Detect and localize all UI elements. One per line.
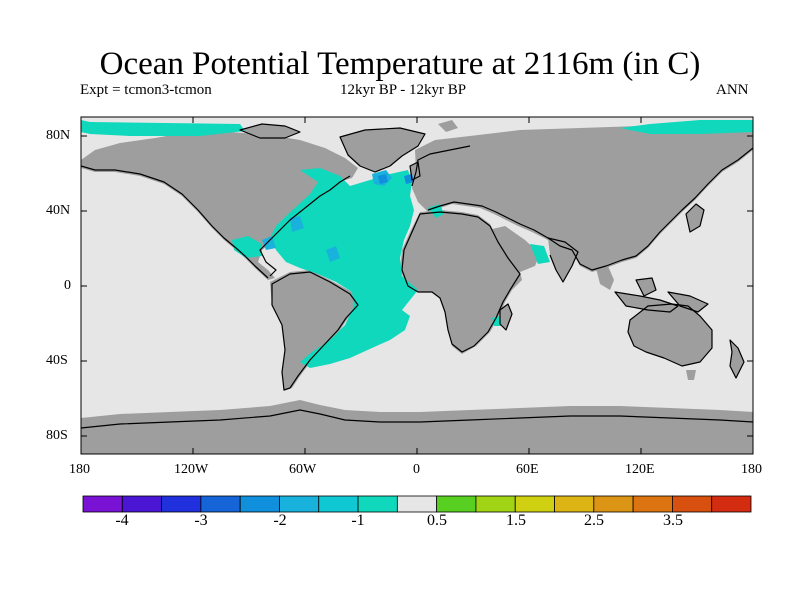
coastline-north-america [81,165,269,279]
colorbar-cell [632,495,673,513]
coastline-india [547,237,579,283]
gulf-patch [262,236,276,250]
land-southeast-asia [596,266,614,290]
colorbar-label: -3 [194,512,208,529]
colorbar-cell [318,495,359,513]
cooling-anomaly-field [81,120,753,368]
land-eurasia [412,126,753,272]
mediterranean-anomaly [428,204,444,218]
lat-label-40n: 40N [46,203,71,218]
strong-cooling-patches [262,170,392,262]
colorbar-cell [593,495,634,513]
coastline-north-america-east [259,175,351,277]
north-atlantic-anomaly [270,168,418,368]
map-layers [81,117,753,454]
lat-label-40s: 40S [46,353,68,368]
colorbar-cell [279,495,320,513]
colorbar-label: -1 [351,512,365,529]
land-madagascar [500,304,512,330]
south-atlantic-patch [326,246,340,262]
land-borneo [636,278,656,296]
land-new-guinea [668,292,708,312]
land-arabia [488,226,540,272]
colorbar-cell [711,495,752,513]
lat-label-equator: 0 [64,278,71,293]
labrador-core-patch [378,174,388,184]
land-south-america [270,270,360,390]
land-africa [400,210,522,354]
land-japan [686,204,704,232]
colorbar-cell [357,495,398,513]
lon-label-0: 0 [413,462,420,477]
lon-label-120w: 120W [174,462,209,477]
colorbar-label: 3.5 [663,512,683,529]
colorbar-cell [82,495,123,513]
coastline-eurasia [427,147,753,271]
lat-label-80n: 80N [46,128,71,143]
colorbar-cell [239,495,280,513]
coastline-europe-north [411,145,471,187]
axis-ticks [81,117,753,454]
arctic-anomaly-band-east [620,120,753,134]
lon-label-180w: 180 [69,462,90,477]
colorbar-cell [554,495,595,513]
land-masses [81,120,753,454]
colorbar-label: 2.5 [584,512,604,529]
lon-label-60w: 60W [289,462,317,477]
coastline-indonesia [614,291,679,313]
lon-label-180e: 180 [741,462,762,477]
colorbar-label: -2 [273,512,287,529]
season-label: ANN [716,82,749,98]
colorbar-label: 0.5 [427,512,447,529]
colorbar-cell [121,495,162,513]
caribbean-patch [290,216,304,232]
colorbar-cell [161,495,202,513]
coastline-madagascar [499,303,513,331]
lon-label-60e: 60E [516,462,539,477]
lat-label-80s: 80S [46,428,68,443]
colorbar-cell [396,495,438,513]
coastline-borneo [635,277,657,297]
experiment-label: Expt = tcmon3-tcmon [80,82,212,98]
lon-label-120e: 120E [625,462,655,477]
colorbar-label: -4 [115,512,129,529]
coastline-british-isles [409,161,421,181]
colorbar-label: 1.5 [506,512,526,529]
arctic-anomaly-band [81,120,245,136]
coastline-antarctica [81,409,753,429]
colorbar-cell [514,495,555,513]
colorbar [82,495,752,513]
colorbar-cell [200,495,241,513]
colorbar-cell [475,495,516,513]
land-svalbard [438,120,458,132]
gulf-anomaly [232,236,262,258]
coastline-new-guinea [667,291,709,313]
red-sea-anomaly [530,244,550,264]
coastline-japan [685,203,705,233]
land-arctic-islands [240,124,300,138]
coastline-south-america [271,271,359,391]
coastline-greenland [339,127,426,173]
land-north-america [81,132,358,280]
land-tasmania [686,370,696,380]
land-australia [628,304,712,366]
colorbar-cell [436,495,477,513]
land-greenland [340,128,425,172]
land-antarctica [81,400,753,454]
colorbar-cell [672,495,713,513]
period-label: 12kyr BP - 12kyr BP [340,82,467,98]
map-title: Ocean Potential Temperature at 2116m (in… [99,46,701,82]
coastline-arctic-islands [239,123,301,139]
coastlines [81,123,753,429]
coastline-new-zealand [729,339,745,379]
coastline-africa [401,211,521,353]
